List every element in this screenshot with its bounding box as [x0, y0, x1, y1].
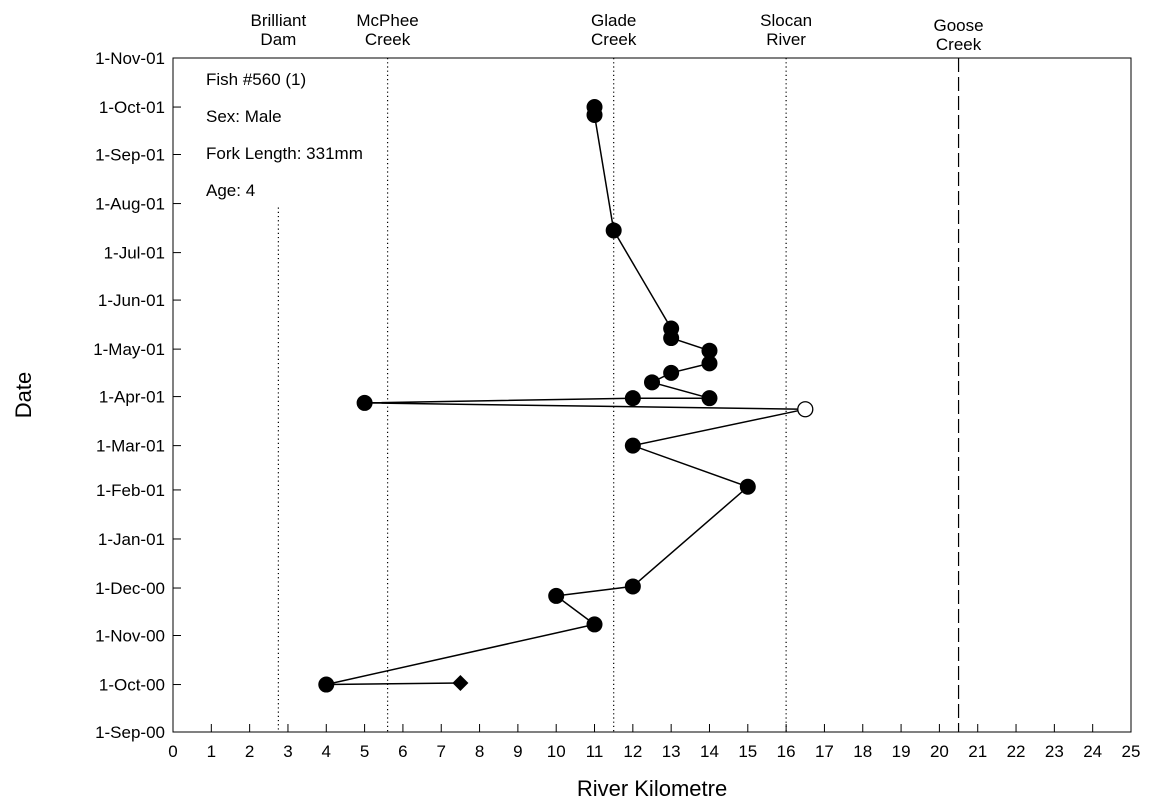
diamond-marker	[452, 674, 469, 691]
x-tick-label: 21	[968, 742, 987, 761]
x-tick-label: 15	[738, 742, 757, 761]
filled-circle-marker	[605, 222, 622, 239]
x-tick-label: 7	[437, 742, 446, 761]
y-tick-label: 1-May-01	[93, 340, 165, 359]
y-tick-label: 1-Mar-01	[96, 437, 165, 456]
fish-info-annotations: Fish #560 (1) Sex: Male Fork Length: 331mm…	[206, 70, 363, 200]
filled-circle-marker	[663, 320, 680, 337]
filled-circle-marker	[644, 374, 660, 391]
x-tick-label: 20	[930, 742, 949, 761]
x-tick-label: 22	[1007, 742, 1026, 761]
landmark-label: Brilliant	[251, 11, 307, 30]
filled-circle-marker	[586, 99, 603, 116]
x-tick-label: 10	[547, 742, 566, 761]
x-tick-label: 8	[475, 742, 484, 761]
x-tick-label: 23	[1045, 742, 1064, 761]
filled-circle-marker	[701, 342, 718, 359]
y-tick-label: 1-Nov-00	[95, 626, 165, 645]
filled-circle-marker	[701, 355, 718, 372]
landmark-label: Dam	[260, 30, 296, 49]
landmark-label: Creek	[936, 35, 982, 54]
x-tick-label: 25	[1122, 742, 1141, 761]
y-tick-label: 1-Jun-01	[98, 291, 165, 310]
filled-circle-marker	[739, 478, 756, 495]
x-tick-label: 3	[283, 742, 292, 761]
x-tick-label: 4	[322, 742, 331, 761]
annotation-text: Fish #560 (1)	[206, 70, 306, 89]
x-tick-label: 0	[168, 742, 177, 761]
landmark-label: Creek	[365, 30, 411, 49]
x-tick-label: 18	[853, 742, 872, 761]
y-tick-label: 1-Jan-01	[98, 530, 165, 549]
filled-circle-marker	[663, 364, 680, 381]
landmark-label: Glade	[591, 11, 636, 30]
x-tick-label: 12	[623, 742, 642, 761]
x-tick-label: 5	[360, 742, 369, 761]
x-tick-label: 24	[1083, 742, 1102, 761]
y-tick-label: 1-Sep-00	[95, 723, 165, 742]
filled-circle-marker	[356, 394, 373, 411]
x-tick-label: 16	[777, 742, 796, 761]
x-tick-label: 14	[700, 742, 719, 761]
y-tick-label: 1-Aug-01	[95, 195, 165, 214]
landmark-label: McPhee	[356, 11, 418, 30]
y-axis-label: Date	[11, 372, 36, 418]
x-tick-label: 9	[513, 742, 522, 761]
x-tick-label: 1	[207, 742, 216, 761]
landmark-lines	[277, 58, 960, 732]
y-tick-label: 1-Sep-01	[95, 146, 165, 165]
y-tick-label: 1-Nov-01	[95, 49, 165, 68]
filled-circle-marker	[624, 578, 641, 595]
x-tick-label: 6	[398, 742, 407, 761]
open-circle-marker	[797, 401, 814, 418]
annotation-text: Fork Length: 331mm	[206, 144, 363, 163]
x-tick-label: 2	[245, 742, 254, 761]
filled-circle-marker	[586, 616, 603, 633]
x-tick-label: 13	[662, 742, 681, 761]
landmark-label: Slocan	[760, 11, 812, 30]
annotation-text: Sex: Male	[206, 107, 282, 126]
x-axis-ticks: 0 1 2 3 4 5 6 7 8 9 10 11 12 13 14 15 16 17 18 19 20 21 22 23 24…	[168, 724, 1140, 761]
x-tick-label: 17	[815, 742, 834, 761]
y-tick-label: 1-Oct-01	[99, 98, 165, 117]
filled-circle-marker	[318, 676, 335, 693]
landmark-labels: BrilliantDamMcPheeCreekGladeCreekSlocanR…	[251, 11, 984, 54]
y-tick-label: 1-Oct-00	[99, 676, 165, 695]
y-tick-label: 1-Dec-00	[95, 579, 165, 598]
track-line	[326, 107, 806, 686]
landmark-label: River	[766, 30, 806, 49]
x-tick-label: 19	[892, 742, 911, 761]
landmark-label: Goose	[934, 16, 984, 35]
fish-track	[318, 99, 814, 693]
x-axis-label: River Kilometre	[577, 776, 727, 801]
filled-circle-marker	[701, 390, 718, 407]
filled-circle-marker	[624, 390, 641, 407]
filled-circle-marker	[548, 587, 565, 604]
annotation-text: Age: 4	[206, 181, 255, 200]
y-tick-label: 1-Feb-01	[96, 481, 165, 500]
y-tick-label: 1-Jul-01	[104, 244, 165, 263]
plot-area-frame	[172, 57, 1132, 733]
x-tick-label: 11	[586, 742, 604, 761]
y-tick-label: 1-Apr-01	[99, 388, 165, 407]
y-axis-ticks: 1-Sep-00 1-Oct-00 1-Nov-00 1-Dec-00 1-Jan-01…	[93, 49, 181, 742]
landmark-label: Creek	[591, 30, 637, 49]
filled-circle-marker	[624, 437, 641, 454]
